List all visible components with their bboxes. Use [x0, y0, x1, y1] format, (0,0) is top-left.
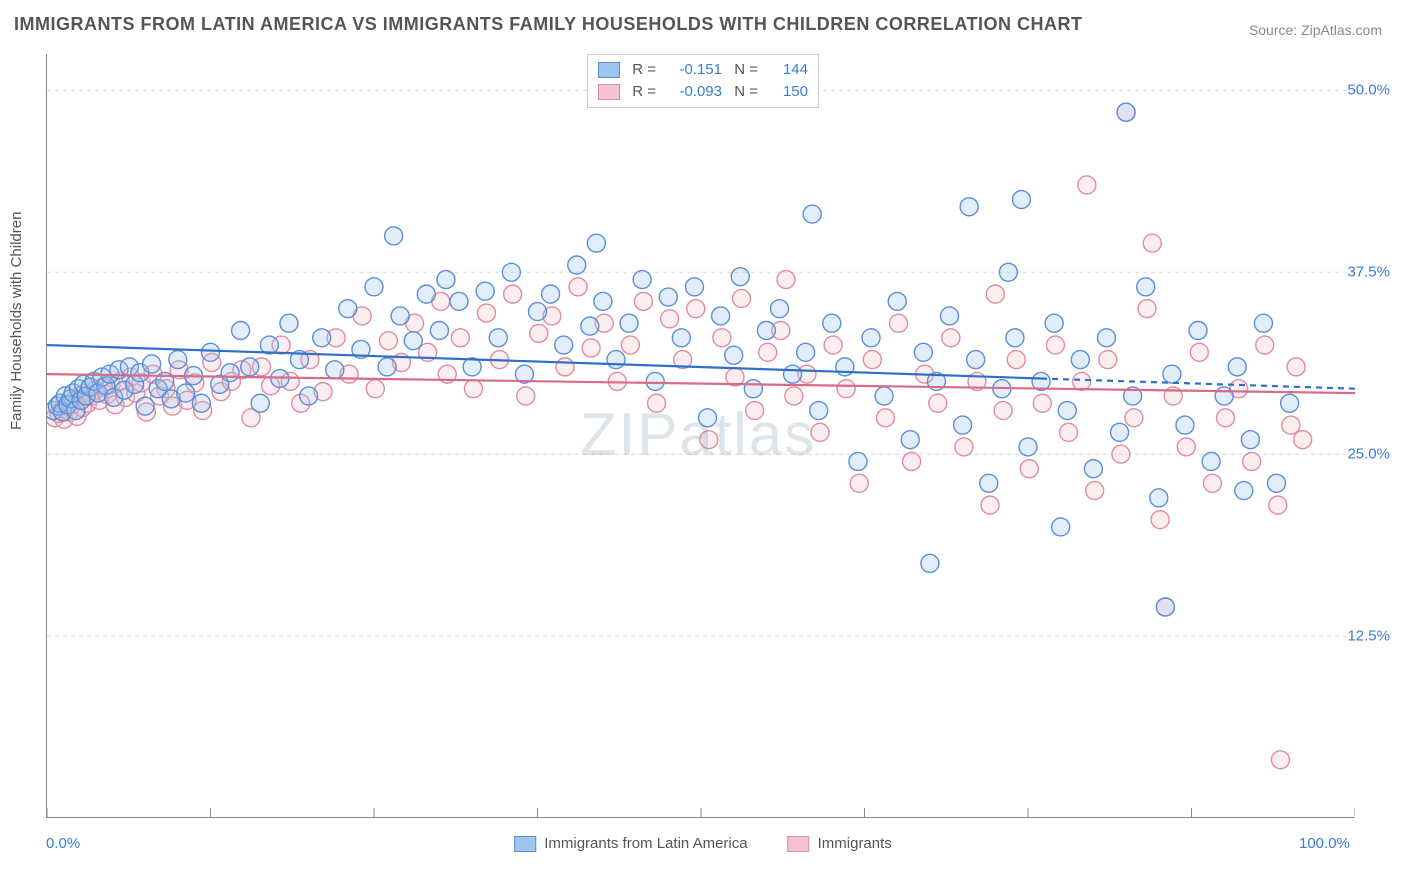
- correlation-row-immigrants: R = -0.093 N = 150: [598, 81, 808, 103]
- swatch-immigrants: [598, 84, 620, 100]
- correlation-row-latin: R = -0.151 N = 144: [598, 59, 808, 81]
- r-label: R =: [628, 59, 656, 81]
- n-value-latin: 144: [766, 59, 808, 81]
- y-tick-label: 12.5%: [1347, 628, 1390, 645]
- legend-item-latin: Immigrants from Latin America: [514, 835, 747, 852]
- n-label: N =: [730, 59, 758, 81]
- legend-label-latin: Immigrants from Latin America: [544, 835, 747, 852]
- swatch-latin: [598, 62, 620, 78]
- legend-label-immigrants: Immigrants: [818, 835, 892, 852]
- source-value: ZipAtlas.com: [1301, 22, 1382, 38]
- correlation-legend: R = -0.151 N = 144 R = -0.093 N = 150: [587, 54, 819, 108]
- n-label: N =: [730, 81, 758, 103]
- y-tick-label: 37.5%: [1347, 264, 1390, 281]
- r-value-immigrants: -0.093: [664, 81, 722, 103]
- plot-area: [46, 54, 1354, 818]
- source-prefix: Source:: [1249, 22, 1297, 38]
- chart-svg: [47, 54, 1355, 818]
- r-label: R =: [628, 81, 656, 103]
- series-legend: Immigrants from Latin America Immigrants: [514, 835, 892, 852]
- legend-item-immigrants: Immigrants: [788, 835, 892, 852]
- chart-title: IMMIGRANTS FROM LATIN AMERICA VS IMMIGRA…: [14, 14, 1082, 35]
- y-tick-label: 25.0%: [1347, 446, 1390, 463]
- x-tick-label: 0.0%: [46, 835, 80, 852]
- r-value-latin: -0.151: [664, 59, 722, 81]
- y-axis-label: Family Households with Children: [8, 212, 25, 430]
- source-attribution: Source: ZipAtlas.com: [1249, 22, 1382, 38]
- x-tick-label: 100.0%: [1299, 835, 1350, 852]
- swatch-immigrants: [788, 836, 810, 852]
- swatch-latin: [514, 836, 536, 852]
- y-tick-label: 50.0%: [1347, 82, 1390, 99]
- n-value-immigrants: 150: [766, 81, 808, 103]
